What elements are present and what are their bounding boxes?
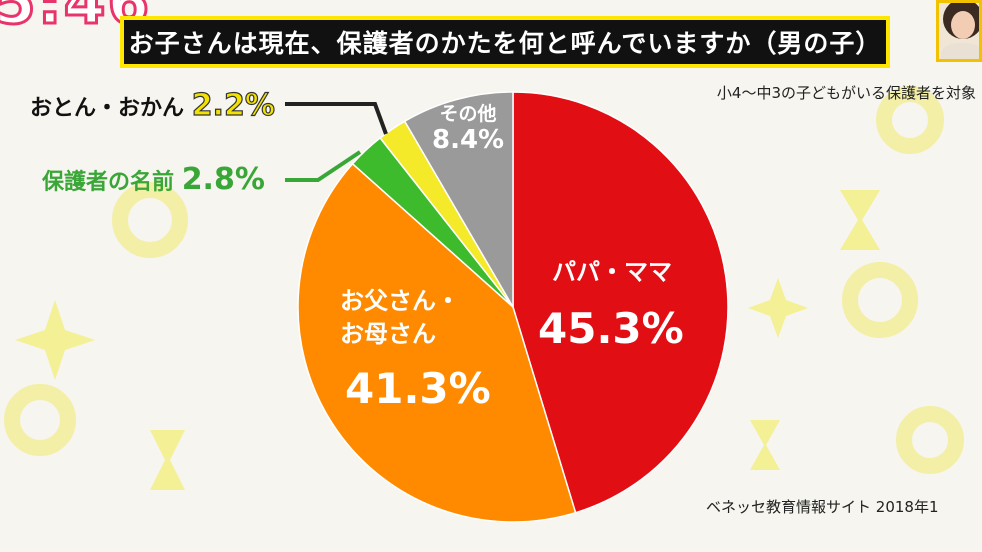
label-oton-value: 2.2% [191,87,275,123]
label-name: 保護者の名前 2.8% [42,162,265,197]
chart-title: お子さんは現在、保護者のかたを何と呼んでいますか（男の子） [128,29,882,58]
survey-note: 小4〜中3の子どもがいる保護者を対象 [716,84,976,102]
source-credit: ベネッセ教育情報サイト 2018年1 [706,498,939,516]
label-name-value: 2.8% [181,162,265,197]
slice-papa-mama [512,91,729,514]
label-papa-mama-value: 45.3% [538,304,684,353]
leader-line-oton [285,102,388,135]
title-banner: お子さんは現在、保護者のかたを何と呼んでいますか（男の子） [120,16,890,68]
label-oton: おとん・おかん 2.2% [30,87,275,123]
label-otousan-value: 41.3% [345,364,491,413]
label-oton-name: おとん・おかん [30,96,185,121]
label-other-name: その他 [439,103,497,125]
leader-line-name [285,150,362,182]
label-other: その他 8.4% [432,103,505,156]
label-other-value: 8.4% [432,124,505,155]
presenter-thumbnail [936,0,982,62]
slice-other [403,91,514,310]
slice-otousan-okaasan [297,162,577,523]
label-otousan-line2: お母さん [340,320,436,348]
label-papa-mama-name: パパ・ママ [552,258,672,286]
label-otousan-line1: お父さん・ [340,287,460,315]
label-name-name: 保護者の名前 [42,170,175,195]
